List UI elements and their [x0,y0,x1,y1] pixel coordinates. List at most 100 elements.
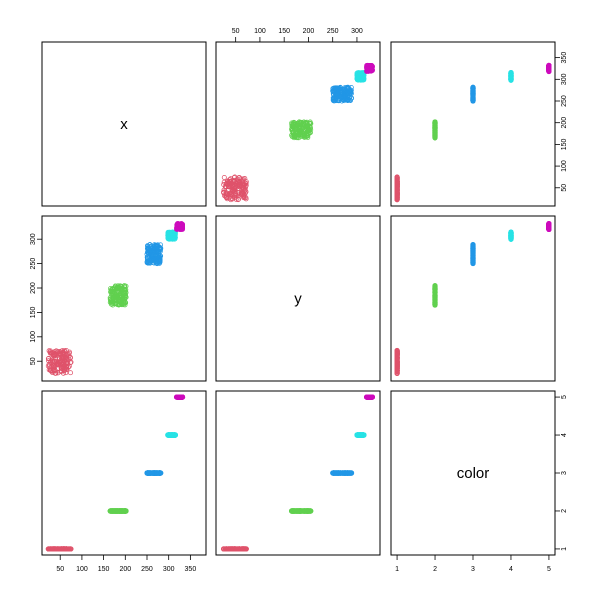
point [236,175,242,181]
point [150,257,156,263]
right-top-tick-label: 350 [561,52,568,64]
point [53,546,59,552]
right-top-tick-label: 100 [561,160,568,172]
point [64,357,70,363]
left-middle-tick-label: 250 [30,258,37,270]
point [123,283,129,289]
point [221,546,227,552]
point [57,359,63,365]
point [358,76,363,82]
point [157,255,163,261]
point [112,300,118,306]
panel-color-vs-y [221,394,375,552]
point [146,260,151,266]
point [61,354,67,360]
point [508,76,514,82]
point [546,224,552,230]
point [432,133,438,140]
point [361,77,367,83]
point [294,129,300,135]
point [296,128,301,134]
point [508,230,514,236]
point [150,251,156,257]
point [394,195,400,201]
point [122,284,128,290]
point [307,119,313,125]
point [64,546,70,552]
bottom-right-tick-label: 5 [547,566,551,573]
bottom-right-tick-label: 2 [433,566,437,573]
diagonal-label-y: y [294,291,302,308]
point [114,295,120,301]
panel-x-vs-y [221,62,375,203]
top-tick-label: 200 [303,28,315,35]
point [432,284,438,290]
point [147,248,153,254]
point [394,181,400,187]
point [61,546,67,552]
point [228,176,234,182]
panel-y-vs-x [45,221,186,376]
point [51,353,57,358]
point [157,248,163,254]
point [66,363,72,369]
point [394,175,400,181]
point [228,546,234,552]
point [339,470,345,476]
point [153,470,159,476]
point [234,546,240,552]
left-middle-tick-label: 300 [30,233,37,245]
point [147,242,153,248]
point [345,85,351,91]
point [307,124,313,130]
point [432,120,438,126]
point [109,292,114,298]
frames-layer [41,41,556,556]
point [123,300,128,306]
point [228,196,234,201]
point [111,508,118,514]
point [117,508,123,514]
bottom-tick-label: 300 [163,566,175,573]
point [46,367,52,373]
point [108,508,115,514]
panel-y-vs-color [394,221,552,376]
point [432,295,438,301]
panel-color-vs-x [45,394,186,552]
point [165,229,171,235]
point [299,134,305,139]
bottom-tick-label: 150 [98,566,110,573]
point [295,508,302,514]
point [179,224,185,230]
point [508,235,514,241]
point [332,85,338,91]
point [349,470,355,476]
point [57,350,63,356]
point [166,432,172,438]
point [508,74,514,80]
point [154,248,160,254]
point [470,88,476,94]
point [234,178,240,184]
point [59,358,65,364]
point [432,287,438,293]
point [114,508,120,514]
panel-frame-1-1 [41,41,207,207]
right-bottom-tick-label: 3 [561,471,568,475]
diagonal-label-color: color [457,465,490,482]
point [432,125,438,131]
point [299,508,305,514]
point [508,233,514,239]
panel-frame-1-3 [390,41,556,207]
point [301,119,307,125]
point [394,348,400,354]
point [174,394,181,400]
point [157,259,163,265]
point [47,363,52,369]
point [355,432,362,438]
point [175,221,180,227]
point [227,190,232,196]
bottom-right-tick-label: 4 [509,566,513,573]
point [342,470,349,476]
